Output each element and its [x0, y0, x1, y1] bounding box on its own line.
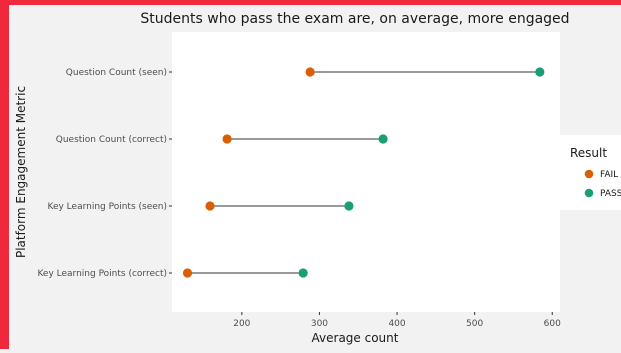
point-fail [205, 201, 215, 211]
legend: Result FAIL PASS [557, 135, 621, 210]
x-axis-label: Average count [312, 331, 399, 345]
chart-marks [182, 67, 545, 278]
x-tick-label: 400 [388, 319, 405, 329]
legend-label-fail: FAIL [600, 170, 618, 180]
point-pass [535, 67, 545, 77]
axes-group: 200 300 400 500 600 Question Count (seen) Ques… [37, 68, 561, 329]
point-pass [378, 134, 388, 144]
point-fail [182, 268, 193, 278]
top-frame-border [0, 0, 621, 5]
legend-label-pass: PASS [600, 189, 621, 199]
y-tick-label: Question Count (correct) [56, 135, 167, 145]
point-fail [222, 134, 232, 144]
y-tick-label: Key Learning Points (seen) [48, 202, 168, 212]
legend-key-pass [584, 188, 594, 198]
point-fail [305, 67, 315, 77]
y-tick-label: Key Learning Points (correct) [37, 269, 167, 279]
point-pass [298, 268, 308, 278]
x-tick-label: 200 [233, 319, 250, 329]
chart-title: Students who pass the exam are, on avera… [140, 11, 569, 27]
x-tick-label: 300 [311, 319, 328, 329]
point-pass [344, 201, 354, 211]
y-tick-label: Question Count (seen) [66, 68, 167, 78]
legend-key-fail [584, 169, 594, 179]
y-axis-label: Platform Engagement Metric [14, 86, 28, 258]
dumbbell-chart: Students who pass the exam are, on avera… [9, 5, 621, 349]
left-frame-border [0, 0, 9, 349]
x-tick-label: 500 [466, 319, 483, 329]
plot-panel [172, 32, 560, 312]
legend-title: Result [570, 146, 607, 160]
x-tick-label: 600 [544, 319, 561, 329]
chart-canvas: Students who pass the exam are, on avera… [9, 5, 621, 349]
